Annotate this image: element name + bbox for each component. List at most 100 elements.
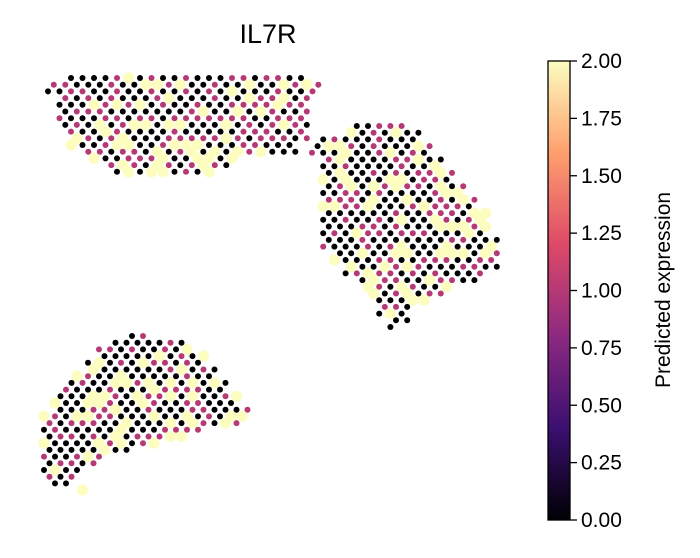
spot-point — [189, 353, 196, 360]
spot-point — [118, 413, 124, 420]
spot-point — [409, 190, 416, 196]
spot-point — [404, 169, 411, 176]
spot-point — [320, 216, 327, 223]
spot-point — [460, 263, 467, 270]
spot-point — [131, 95, 138, 102]
spot-point — [189, 366, 196, 373]
spot-point — [108, 108, 115, 115]
spot-point — [426, 183, 433, 190]
spot-point — [188, 162, 195, 169]
spot-point — [331, 163, 338, 170]
spot-point — [194, 88, 201, 95]
spot-point — [108, 135, 115, 142]
spot-point — [137, 357, 149, 369]
spot-point — [191, 139, 204, 151]
spot-point — [269, 148, 276, 155]
spot-point — [393, 290, 399, 297]
spot-point — [140, 333, 146, 339]
spot-point — [426, 250, 433, 257]
spot-point — [123, 406, 130, 413]
spot-point — [154, 135, 161, 142]
spot-point — [460, 236, 467, 243]
spot-point — [56, 88, 63, 95]
spot-point — [181, 410, 193, 422]
spot-point — [145, 433, 152, 440]
spot-point — [387, 297, 394, 304]
spot-point — [63, 413, 69, 420]
spot-point — [160, 128, 166, 135]
spot-point — [315, 81, 322, 88]
spot-point — [223, 81, 230, 88]
spot-point — [74, 426, 80, 433]
spot-point — [437, 236, 444, 243]
spot-point — [125, 115, 132, 122]
spot-point — [134, 99, 146, 111]
spot-point — [320, 190, 327, 196]
spot-point — [151, 79, 163, 91]
spot-point — [230, 390, 243, 402]
spot-point — [160, 142, 166, 148]
spot-point — [96, 346, 102, 353]
spot-point — [91, 128, 97, 135]
spot-point — [112, 446, 119, 453]
spot-point — [102, 75, 109, 81]
colorbar-tick-label: 1.75 — [581, 107, 622, 130]
spot-point — [370, 156, 377, 163]
spot-point — [62, 121, 69, 128]
spot-point — [342, 257, 349, 263]
spot-point — [129, 440, 135, 447]
spot-point — [415, 129, 422, 136]
spot-point — [356, 247, 368, 259]
spot-point — [398, 270, 405, 277]
spot-point — [269, 121, 276, 128]
spot-point — [129, 373, 135, 380]
spot-point — [432, 190, 439, 196]
spot-point — [165, 81, 172, 88]
spot-point — [79, 460, 86, 467]
spot-point — [90, 446, 97, 453]
spot-point — [376, 283, 383, 290]
spot-point — [50, 81, 57, 88]
spot-point — [320, 149, 327, 156]
spot-point — [112, 366, 119, 373]
spot-point — [56, 101, 63, 108]
spot-point — [398, 310, 405, 317]
spot-point — [348, 156, 355, 163]
spot-point — [68, 115, 74, 122]
spot-point — [424, 274, 436, 286]
spot-point — [229, 128, 235, 135]
spot-point — [252, 128, 258, 135]
spot-point — [211, 108, 218, 115]
spot-point — [114, 128, 120, 135]
spot-point — [211, 406, 218, 413]
spot-point — [278, 92, 290, 104]
spot-point — [101, 433, 108, 440]
spot-point — [325, 210, 332, 217]
spot-point — [200, 420, 207, 427]
spot-point — [107, 440, 113, 447]
spot-point — [57, 393, 64, 400]
spot-point — [173, 413, 179, 420]
spot-point — [342, 136, 349, 143]
spot-point — [320, 163, 327, 170]
spot-point — [79, 433, 86, 440]
spot-point — [457, 247, 469, 259]
spot-point — [71, 370, 83, 382]
spot-point — [325, 156, 332, 163]
spot-point — [240, 115, 247, 122]
spot-point — [171, 128, 178, 135]
spot-point — [387, 136, 394, 143]
spot-point — [173, 359, 179, 366]
spot-point — [94, 119, 106, 131]
spot-point — [269, 108, 276, 115]
spot-point — [401, 194, 413, 206]
spot-point — [184, 426, 190, 433]
spot-point — [396, 174, 408, 186]
colorbar-tick-label: 1.50 — [581, 165, 622, 188]
spot-point — [63, 426, 69, 433]
spot-point — [223, 108, 230, 115]
spot-point — [209, 146, 221, 158]
spot-point — [409, 257, 416, 263]
spot-point — [398, 230, 405, 237]
spot-point — [345, 127, 357, 139]
